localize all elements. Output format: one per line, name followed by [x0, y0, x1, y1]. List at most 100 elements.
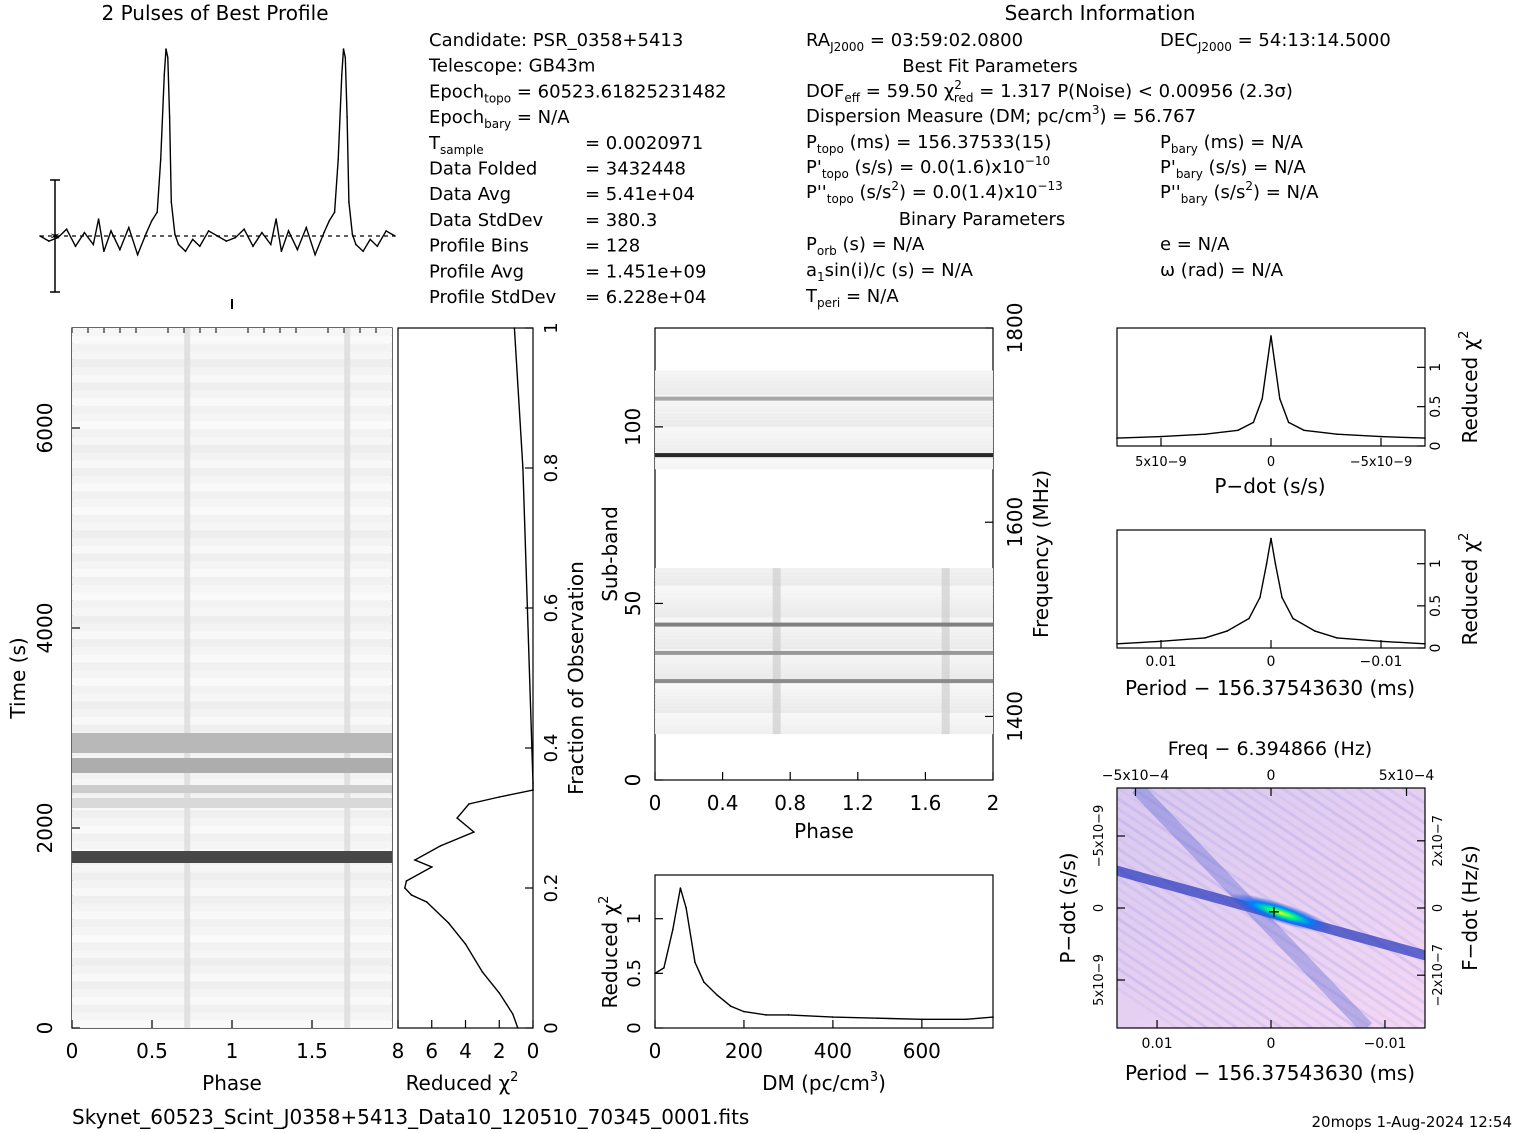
time-row	[72, 436, 392, 445]
profile-line-point	[163, 73, 166, 76]
profile-line-point	[337, 158, 340, 161]
time-row	[72, 1012, 392, 1021]
subband-row	[655, 373, 993, 378]
profile-line-point	[351, 233, 354, 236]
subband-row	[655, 582, 993, 586]
profile-line-point	[110, 230, 112, 232]
subband-row	[655, 575, 993, 579]
time-row	[72, 872, 392, 881]
x-tick-label: 4	[459, 1039, 472, 1063]
pdot-chi2-frame	[1116, 327, 1426, 447]
dm-chi2-line-point	[663, 967, 665, 969]
y-tick-label: 0	[621, 774, 645, 787]
time-row	[72, 996, 392, 1005]
subband-row	[655, 416, 993, 420]
time-chi2-line-point	[522, 467, 524, 469]
subband-row	[655, 412, 993, 417]
x-tick-label: 0	[1267, 455, 1275, 470]
y-tick-label: 0	[541, 1022, 562, 1033]
subband-row	[655, 578, 993, 583]
subband-row	[655, 423, 993, 427]
subband-row	[655, 670, 993, 675]
subband-row	[655, 705, 993, 710]
y2-tick-label: 1800	[1003, 303, 1027, 354]
subband-row	[655, 571, 993, 576]
x-tick-label: 200	[725, 1039, 763, 1063]
x2-tick-label: 5x10−4	[1379, 768, 1435, 784]
dm-chi2-line-point	[765, 1014, 767, 1016]
subband-row	[655, 384, 993, 389]
subband-row	[655, 419, 993, 424]
subband-line	[655, 650, 993, 655]
time-row	[72, 623, 392, 632]
time-row	[72, 903, 392, 912]
profile-line-point	[341, 73, 343, 76]
profile-line-point	[165, 48, 167, 50]
pp-stripe	[1117, 856, 1373, 1028]
subband-row	[655, 589, 993, 593]
pp-stripe	[1311, 788, 1425, 866]
period-chi2-line-point	[1274, 562, 1277, 565]
period-chi2-line-point	[1259, 596, 1261, 599]
pp-stripe	[1117, 846, 1388, 1028]
pdot-chi2-line-point	[1424, 437, 1426, 439]
profile-line-point	[191, 238, 194, 241]
profile-errorbar-marker: ✶	[49, 229, 61, 245]
subband-row	[655, 607, 993, 611]
profile-line-point	[184, 250, 187, 253]
time-chi2-line-point	[447, 922, 450, 924]
x-tick-label: −0.01	[1364, 1036, 1407, 1052]
pp-stripe	[1117, 836, 1403, 1028]
x-tick-label: 400	[814, 1039, 852, 1063]
time-row	[72, 600, 392, 608]
y2-tick-label: −2x10−7	[1431, 944, 1446, 1007]
time-row	[72, 608, 392, 616]
y-tick-label: 1	[624, 913, 645, 924]
info-left-column: Candidate: PSR_0358+5413 Telescope: GB43m…	[428, 30, 727, 308]
time-chi2-line-point	[517, 1027, 519, 1029]
profile-line-point	[362, 250, 364, 253]
subband-line	[655, 679, 993, 684]
time-row	[72, 351, 392, 360]
subband-row	[655, 617, 993, 622]
info-row: Profile StdDev	[429, 287, 557, 308]
time-chi2-line-point	[439, 845, 442, 847]
time-chi2-line-point	[498, 796, 501, 798]
subband-row	[655, 585, 993, 590]
pp-stripe	[1281, 788, 1425, 886]
pdot-chi2-line-point	[1303, 429, 1305, 432]
time-chi2-frame	[397, 327, 534, 1029]
search-info: RAJ2000 = 03:59:02.0800 DECJ2000 = 54:13…	[805, 30, 1391, 310]
time-row	[72, 833, 392, 842]
subband-row	[655, 592, 993, 597]
time-row	[72, 343, 392, 352]
time-chi2-line-point	[473, 831, 475, 833]
profile-line-point	[177, 243, 180, 246]
time-row	[72, 825, 392, 834]
time-row	[72, 374, 392, 383]
x2-tick-label: 0	[1267, 768, 1276, 784]
pp-stripe	[1117, 916, 1283, 1028]
subband-row	[655, 381, 993, 385]
dm-chi2-line	[654, 887, 994, 1020]
time-row	[72, 584, 392, 593]
pp-stripe	[1251, 788, 1425, 906]
subband-row	[655, 430, 993, 434]
time-row	[72, 841, 392, 850]
profile-line-point	[261, 231, 263, 234]
pdot-chi2-line-point	[1380, 435, 1382, 438]
subband-row	[655, 656, 993, 660]
time-chi2-line-point	[512, 1013, 514, 1015]
dof-line: DOFeff = 59.50 χ2 red = 1.317 P(Noise) < …	[806, 78, 1293, 105]
pp-map-xlabel: Period − 156.37543630 (ms)	[1125, 1061, 1415, 1085]
subband-row	[655, 596, 993, 600]
profile-plot: ✶	[39, 48, 396, 309]
x-tick-label: 8	[392, 1039, 405, 1063]
time-row	[72, 670, 392, 678]
time-row	[72, 716, 392, 725]
time-row	[72, 654, 392, 663]
time-row	[72, 926, 392, 935]
subband-row	[655, 688, 993, 692]
pp-stripe	[1117, 926, 1268, 1028]
profile-line-point	[323, 231, 325, 234]
